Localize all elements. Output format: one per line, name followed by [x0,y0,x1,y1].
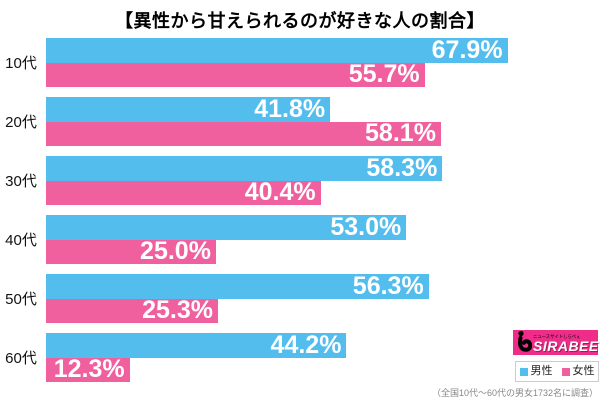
male-bar: 44.2% [46,330,347,359]
age-label: 60代 [5,350,37,367]
logo-text: ニュースサイトしらべぇ SIRABEE [533,332,600,353]
male-bar: 41.8% [46,94,331,123]
bar-value-label: 25.0% [140,237,211,266]
female-bar: 55.7% [46,60,425,89]
legend: 男性 女性 [515,361,599,382]
bar-value-label: 58.1% [365,119,436,148]
age-label: 20代 [5,114,37,131]
male-bar: 56.3% [46,271,429,300]
male-bar: 67.9% [46,35,508,64]
bar-group: 50代 56.3% 25.3% [5,271,600,325]
legend-item: 女性 [561,365,595,377]
female-bar: 40.4% [46,178,321,207]
age-label: 40代 [5,232,37,249]
bar-value-label: 53.0% [330,212,402,241]
male-bar: 58.3% [46,153,443,182]
bar-chart: 10代 67.9% 55.7% 20代 41.8% 58.1% 30代 58.3% 40.4% 4… [5,35,600,384]
chart-title: 【異性から甘えられるのが好きな人の割合】 [115,11,485,31]
bar-group: 20代 41.8% 58.1% [5,94,600,148]
bar-value-label: 58.3% [366,153,438,182]
legend-label: 男性 [530,365,553,377]
logo-brand: SIRABEE [533,338,599,354]
female-bar: 12.3% [46,355,130,384]
sirabee-mascot-icon [518,330,532,352]
legend-swatch [519,367,528,376]
age-label: 50代 [5,291,37,308]
age-label: 10代 [5,55,37,72]
bar-group: 30代 58.3% 40.4% [5,153,600,207]
bar-value-label: 41.8% [254,94,326,123]
bar-value-label: 44.2% [270,330,342,359]
female-bar: 25.0% [46,237,216,266]
survey-footnote: （全国10代～60代の男女1732名に調査） [431,388,598,398]
bar-value-label: 56.3% [352,271,424,300]
bar-value-label: 55.7% [348,60,420,89]
bar-value-label: 25.3% [142,296,213,325]
bar-value-label: 12.3% [53,355,125,384]
male-bar: 53.0% [46,212,407,241]
bar-group: 40代 53.0% 25.0% [5,212,600,266]
female-bar: 58.1% [46,119,441,148]
bar-group: 60代 44.2% 12.3% [5,330,600,384]
legend-label: 女性 [572,365,595,377]
legend-item: 男性 [519,365,553,377]
logo-tagline: ニュースサイトしらべぇ [533,334,581,339]
bar-value-label: 67.9% [431,35,503,64]
bar-value-label: 40.4% [244,178,316,207]
legend-swatch [561,367,570,376]
age-label: 30代 [5,173,37,190]
female-bar: 25.3% [46,296,218,325]
sirabee-logo: ニュースサイトしらべぇ SIRABEE [513,330,598,355]
bar-group: 10代 67.9% 55.7% [5,35,600,89]
